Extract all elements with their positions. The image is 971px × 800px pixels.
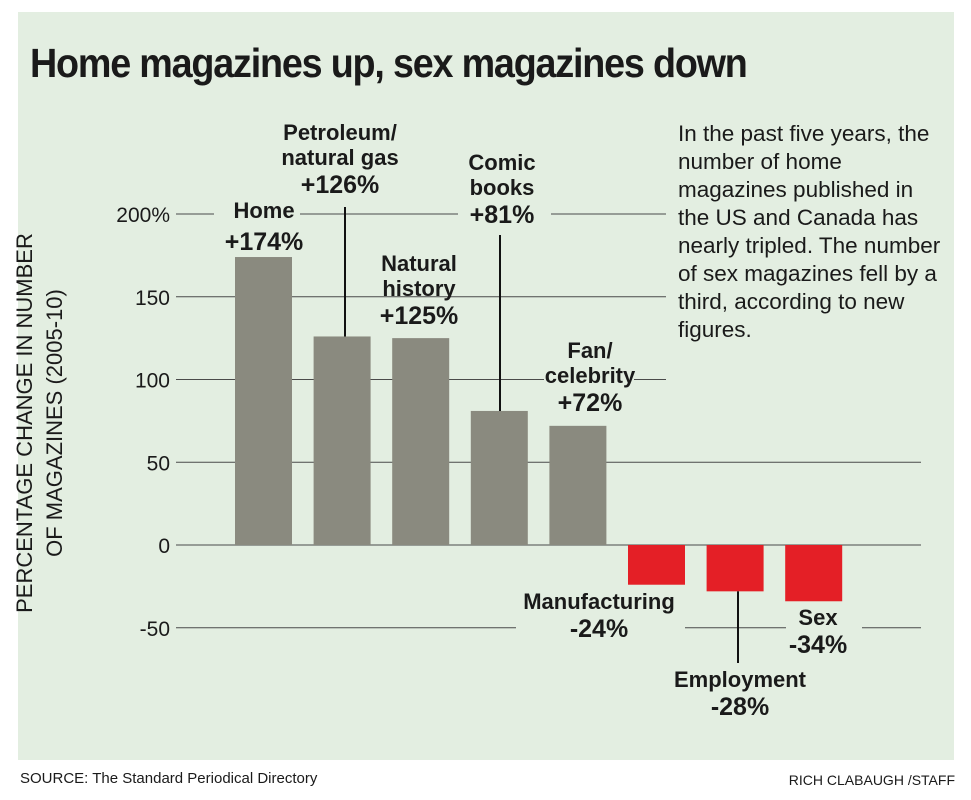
bar-name-label: Fan/	[567, 338, 612, 363]
bar-7	[785, 545, 843, 602]
y-tick-label: 200%	[116, 204, 170, 227]
bar-name-label: history	[382, 276, 456, 301]
bar-labels: Home +174% Petroleum/natural gas+126% Natur…	[225, 120, 847, 721]
bar-name-label: Employment	[674, 667, 807, 692]
bar-name-label: natural gas	[281, 145, 398, 170]
bar-value-label: +126%	[301, 171, 380, 199]
bar-2	[392, 338, 450, 545]
chart-panel	[18, 12, 954, 760]
bar-1	[313, 336, 371, 545]
bar-name-label: Natural	[381, 251, 457, 276]
bar-name-label: Home	[233, 198, 294, 223]
bar-value-label: +72%	[558, 389, 623, 417]
bar-5	[628, 545, 685, 585]
chart-title: Home magazines up, sex magazines down	[30, 40, 748, 86]
credit-note: RICH CLABAUGH /STAFF	[788, 772, 955, 788]
y-tick-label: -50	[140, 618, 170, 641]
y-tick-label: 50	[147, 452, 170, 475]
bar-6	[706, 545, 764, 592]
bar-value-label: +125%	[380, 302, 459, 330]
bar-4	[549, 425, 607, 545]
bar-name-label: celebrity	[545, 363, 636, 388]
bar-value-label: -28%	[711, 693, 769, 721]
bar-name-label: Manufacturing	[523, 589, 675, 614]
source-note: SOURCE: The Standard Periodical Director…	[20, 770, 318, 787]
bar-name-label: books	[470, 175, 535, 200]
bar-name-label: Petroleum/	[283, 120, 397, 145]
y-tick-label: 100	[135, 370, 170, 393]
leader-lines	[344, 207, 739, 663]
y-tick-label: 150	[135, 287, 170, 310]
bar-name-label: Comic	[468, 150, 535, 175]
bars	[235, 257, 843, 602]
y-tick-label: 0	[158, 535, 170, 558]
bar-value-label: -24%	[570, 615, 628, 643]
bar-3	[470, 410, 528, 545]
bar-0	[235, 257, 292, 545]
bar-value-label: +174%	[225, 228, 304, 256]
bar-name-label: Sex	[798, 605, 838, 630]
bar-value-label: +81%	[470, 201, 535, 229]
annotation-text: In the past five years, the number of ho…	[678, 121, 941, 342]
bar-value-label: -34%	[789, 631, 847, 659]
y-tick-labels: 200% 150 100 50 0 -50	[116, 204, 170, 641]
